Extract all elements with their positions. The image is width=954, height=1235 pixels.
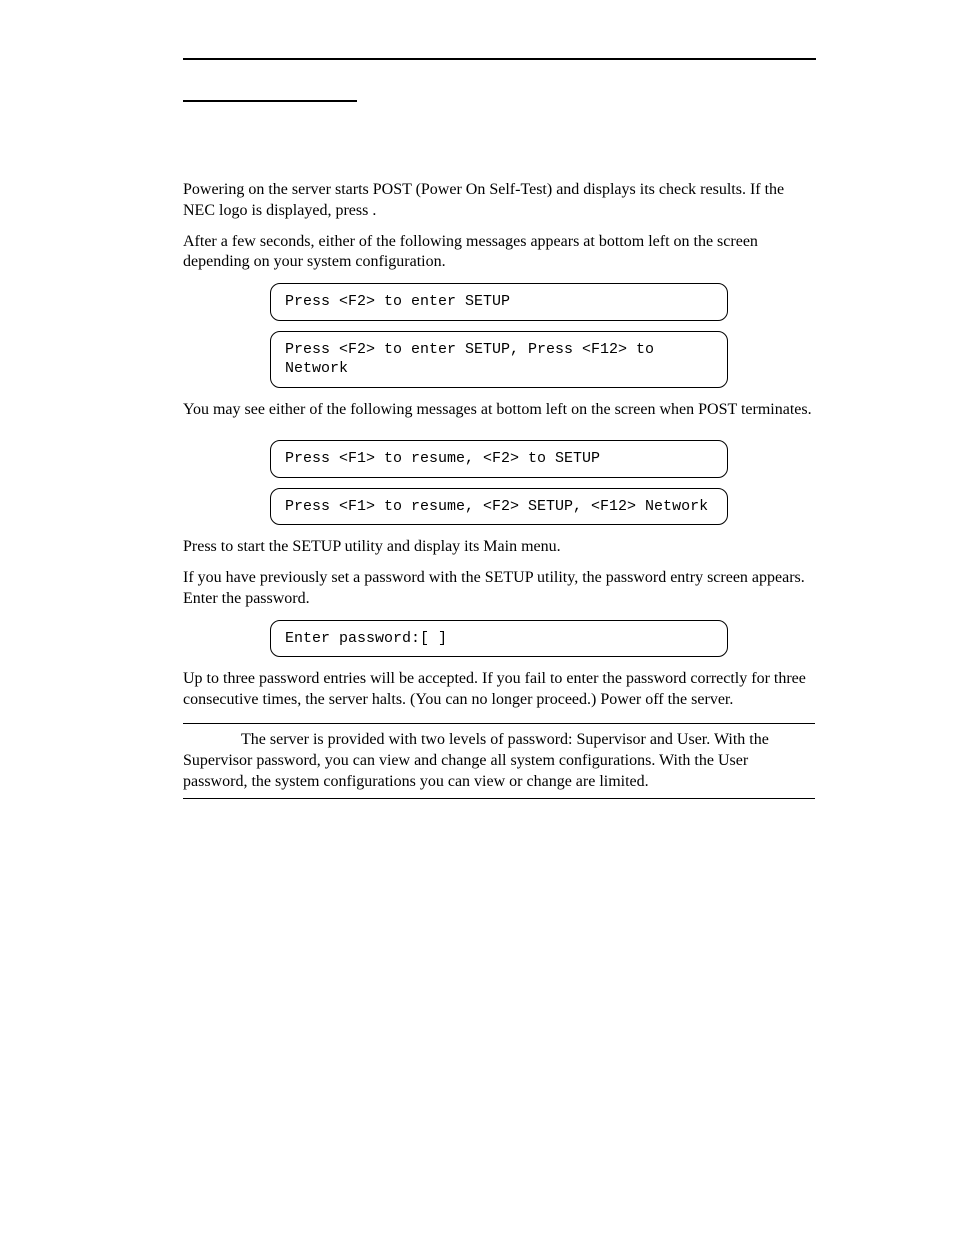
section-underline (183, 100, 357, 102)
post-message-box-1: Press <F2> to enter SETUP (270, 283, 728, 321)
paragraph-3: You may see either of the following mess… (183, 400, 815, 421)
p4-text-a: Press (183, 538, 221, 555)
intro-paragraph-2: After a few seconds, either of the follo… (183, 232, 815, 274)
tip-note-text: The server is provided with two levels o… (183, 730, 815, 792)
message-box-group-1: Press <F2> to enter SETUP Press <F2> to … (183, 283, 815, 388)
paragraph-5: If you have previously set a password wi… (183, 568, 815, 610)
password-prompt-box: Enter password:[ ] (270, 620, 728, 658)
post-message-box-4: Press <F1> to resume, <F2> SETUP, <F12> … (270, 488, 728, 526)
p4-text-b: to start the SETUP utility and display i… (221, 538, 561, 555)
message-box-group-3: Enter password:[ ] (183, 620, 815, 658)
p1-text-a: Powering on the server starts POST (Powe… (183, 181, 784, 219)
post-message-box-2: Press <F2> to enter SETUP, Press <F12> t… (270, 331, 728, 388)
tip-note-block: The server is provided with two levels o… (183, 723, 815, 799)
paragraph-4: Press to start the SETUP utility and dis… (183, 537, 815, 558)
p1-text-b: . (372, 202, 376, 219)
page-header (183, 52, 816, 102)
intro-paragraph-1: Powering on the server starts POST (Powe… (183, 180, 815, 222)
header-rule (183, 58, 816, 60)
paragraph-6: Up to three password entries will be acc… (183, 669, 815, 711)
page-content: Powering on the server starts POST (Powe… (183, 180, 815, 799)
post-message-box-3: Press <F1> to resume, <F2> to SETUP (270, 440, 728, 478)
message-box-group-2: Press <F1> to resume, <F2> to SETUP Pres… (183, 440, 815, 525)
